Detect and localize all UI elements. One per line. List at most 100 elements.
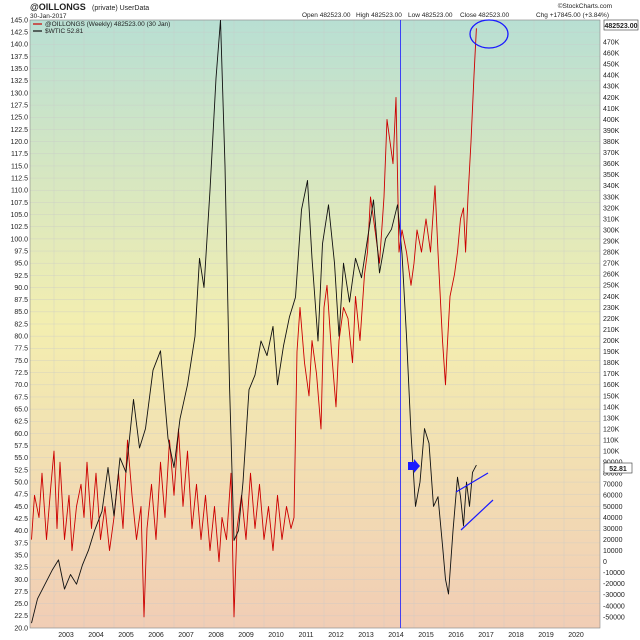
left-tick-label: 95.0 — [14, 261, 28, 268]
arrow-icon — [408, 459, 420, 473]
right-tick-label: 300K — [603, 227, 620, 234]
right-tick-label: 190K — [603, 349, 620, 356]
right-tick-label: 130K — [603, 415, 620, 422]
left-tick-label: 70.0 — [14, 382, 28, 389]
left-tick-label: 57.5 — [14, 443, 28, 450]
right-tick-label: 430K — [603, 84, 620, 91]
right-tick-label: 330K — [603, 194, 620, 201]
right-tick-label: 210K — [603, 327, 620, 334]
close-value: Close 482523.00 — [460, 12, 510, 19]
right-tick-label: 140K — [603, 404, 620, 411]
left-tick-label: 62.5 — [14, 419, 28, 426]
plot-frame — [29, 19, 601, 629]
left-tick-label: 85.0 — [14, 309, 28, 316]
right-tick-label: 450K — [603, 62, 620, 69]
left-tick-label: 42.5 — [14, 516, 28, 523]
low-value: Low 482523.00 — [408, 12, 453, 19]
chart-account: (private) UserData — [92, 5, 149, 12]
left-tick-label: 55.0 — [14, 455, 28, 462]
right-tick-label: 70000 — [603, 482, 623, 489]
left-tick-label: 27.5 — [14, 589, 28, 596]
x-tick-label: 2019 — [538, 632, 554, 639]
left-tick-label: 87.5 — [14, 297, 28, 304]
left-tick-label: 130.0 — [10, 90, 28, 97]
left-tick-label: 67.5 — [14, 394, 28, 401]
right-tick-label: 60000 — [603, 493, 623, 500]
left-tick-label: 140.0 — [10, 42, 28, 49]
left-tick-label: 20.0 — [14, 625, 28, 632]
right-tick-label: 40000 — [603, 515, 623, 522]
right-tick-label: 30000 — [603, 526, 623, 533]
right-tick-label: 10000 — [603, 548, 623, 555]
right-tick-label: 240K — [603, 294, 620, 301]
left-tick-label: 82.5 — [14, 321, 28, 328]
x-tick-label: 2014 — [388, 632, 404, 639]
right-tick-label: 180K — [603, 360, 620, 367]
x-tick-label: 2007 — [178, 632, 194, 639]
x-tick-label: 2018 — [508, 632, 524, 639]
right-tick-label: 340K — [603, 183, 620, 190]
chart-symbol: @OILLONGS — [30, 2, 86, 12]
left-tick-label: 122.5 — [10, 127, 28, 134]
x-tick-label: 2016 — [448, 632, 464, 639]
left-tick-label: 97.5 — [14, 248, 28, 255]
right-tick-label: 250K — [603, 283, 620, 290]
right-tick-label: 200K — [603, 338, 620, 345]
right-tick-label: 410K — [603, 106, 620, 113]
left-tick-label: 80.0 — [14, 334, 28, 341]
right-tick-label: 290K — [603, 238, 620, 245]
left-tick-label: 60.0 — [14, 431, 28, 438]
right-tick-label: 220K — [603, 316, 620, 323]
left-tick-label: 50.0 — [14, 479, 28, 486]
chg-value: Chg +17845.00 (+3.84%) — [536, 12, 609, 19]
x-tick-label: 2009 — [238, 632, 254, 639]
right-axis: -50000 -40000 -30000 -20000 -10000 0 10000 2000… — [603, 40, 625, 622]
left-tick-label: 40.0 — [14, 528, 28, 535]
left-tick-label: 110.0 — [11, 188, 28, 195]
right-tick-label: 20000 — [603, 537, 623, 544]
left-tick-label: 125.0 — [10, 115, 28, 122]
right-tick-label: 390K — [603, 128, 620, 135]
left-tick-label: 75.0 — [14, 358, 28, 365]
left-tick-label: 102.5 — [10, 224, 28, 231]
right-tick-label: 400K — [603, 117, 620, 124]
left-tick-label: 35.0 — [14, 552, 28, 559]
right-tick-label: 460K — [603, 51, 620, 58]
x-tick-label: 2008 — [208, 632, 224, 639]
left-tick-label: 115.0 — [11, 163, 28, 170]
left-tick-label: 65.0 — [14, 407, 28, 414]
left-tick-label: 135.0 — [10, 66, 28, 73]
left-tick-label: 92.5 — [14, 273, 28, 280]
right-tick-label: 440K — [603, 73, 620, 80]
left-tick-label: 107.5 — [10, 200, 28, 207]
last-value-wtic: 52.81 — [609, 466, 627, 473]
left-tick-label: 45.0 — [14, 504, 28, 511]
right-tick-label: 100K — [603, 449, 620, 456]
left-tick-label: 52.5 — [14, 467, 28, 474]
x-tick-label: 2013 — [358, 632, 374, 639]
x-tick-label: 2017 — [478, 632, 494, 639]
right-tick-label: 270K — [603, 261, 620, 268]
left-axis: 20.0 22.5 25.0 27.5 30.0 32.5 35.0 37.5 40.0 42.5… — [10, 17, 28, 632]
x-tick-label: 2015 — [418, 632, 434, 639]
x-tick-label: 2004 — [88, 632, 104, 639]
channel-upper-line — [455, 472, 489, 493]
right-tick-label: 280K — [603, 250, 620, 257]
last-value-box-wtic — [603, 462, 633, 474]
right-tick-label: 50000 — [603, 504, 623, 511]
annotations — [400, 19, 509, 628]
chart-date: 30-Jan-2017 — [30, 13, 67, 20]
right-tick-label: 320K — [603, 205, 620, 212]
left-tick-label: 145.0 — [10, 17, 28, 24]
right-tick-label: 260K — [603, 272, 620, 279]
right-tick-label: 420K — [603, 95, 620, 102]
series-line-oillongs — [31, 28, 477, 618]
watermark: ©StockCharts.com — [558, 2, 612, 10]
x-tick-label: 2006 — [148, 632, 164, 639]
highlight-circle — [469, 19, 509, 49]
left-tick-label: 25.0 — [14, 601, 28, 608]
right-tick-label: 150K — [603, 393, 620, 400]
left-tick-label: 142.5 — [10, 30, 28, 37]
last-value-box-oillongs — [603, 19, 639, 31]
